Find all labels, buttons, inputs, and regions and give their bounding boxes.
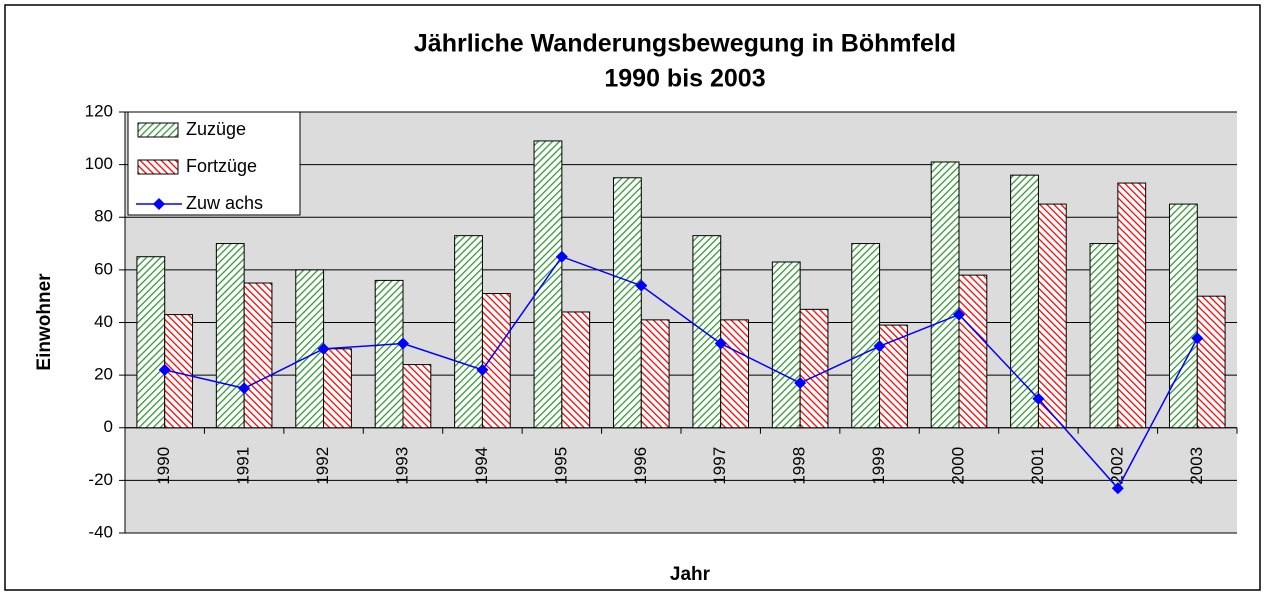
x-tick-label: 1990 — [154, 447, 173, 485]
bar — [1168, 203, 1198, 429]
line-marker — [953, 308, 965, 321]
x-tick-label: 2003 — [1187, 447, 1206, 485]
bar — [323, 348, 352, 429]
line-marker — [635, 279, 648, 292]
line-series — [164, 255, 1198, 490]
line-marker — [1191, 332, 1204, 345]
legend-marker — [153, 198, 165, 210]
x-tick-label: 2000 — [948, 447, 967, 485]
x-tick-label: 1995 — [551, 447, 570, 485]
x-tick-label: 2002 — [1107, 447, 1126, 485]
y-tick-label: 0 — [104, 417, 113, 436]
line-marker — [238, 382, 251, 395]
bar — [561, 311, 591, 429]
y-tick-label: 60 — [94, 259, 113, 278]
line-marker — [317, 342, 330, 355]
x-tick-label: 1998 — [790, 447, 809, 485]
bar — [454, 235, 483, 429]
bar — [481, 293, 511, 429]
x-tick-label: 1991 — [234, 447, 253, 485]
legend-swatch — [137, 159, 179, 175]
bar — [1010, 174, 1039, 429]
line-marker — [158, 363, 171, 376]
chart-title: Jährliche Wanderungsbewegung in Böhmfeld — [414, 30, 956, 58]
y-tick-label: 40 — [94, 312, 113, 331]
bar — [771, 261, 801, 429]
legend-swatch — [137, 122, 179, 138]
line-marker — [476, 363, 489, 376]
y-tick-label: 100 — [85, 154, 113, 173]
line-marker — [873, 340, 886, 353]
bar — [136, 256, 166, 429]
line-marker — [714, 337, 727, 350]
chart-subtitle: 1990 bis 2003 — [604, 65, 765, 93]
bar — [851, 243, 881, 429]
legend-label: Zuzüge — [186, 119, 246, 139]
y-tick-label: -40 — [88, 522, 113, 541]
line-marker — [397, 337, 409, 350]
bar — [958, 274, 988, 429]
bar — [243, 282, 273, 429]
bar — [402, 364, 432, 429]
x-tick-label: 1993 — [392, 447, 411, 485]
x-axis-label: Jahr — [670, 564, 711, 585]
x-tick-label: 1992 — [313, 447, 332, 485]
bar — [215, 243, 245, 429]
y-tick-label: 20 — [94, 365, 113, 384]
legend-label: Zuw achs — [186, 193, 263, 213]
legend-label: Fortzüge — [186, 156, 257, 176]
x-tick-label: 1994 — [472, 447, 491, 485]
bar — [374, 279, 404, 429]
x-tick-label: 1996 — [631, 447, 650, 485]
y-tick-label: 80 — [94, 207, 113, 226]
x-tick-label: 2001 — [1028, 447, 1047, 485]
x-tick-label: 1997 — [710, 447, 729, 485]
line-marker — [555, 250, 568, 263]
bar — [612, 177, 642, 429]
bar — [640, 319, 670, 429]
bar — [164, 314, 194, 429]
bar — [533, 140, 563, 429]
line-marker — [794, 377, 807, 390]
bar — [1196, 295, 1226, 429]
y-axis-label: Einwohner — [34, 273, 55, 371]
y-tick-label: 120 — [85, 101, 113, 120]
line-marker — [1111, 482, 1124, 495]
y-tick-label: -20 — [88, 470, 113, 489]
bar — [799, 308, 829, 429]
bar — [1089, 243, 1119, 429]
bar — [720, 319, 750, 429]
bar — [930, 161, 960, 429]
x-tick-label: 1999 — [869, 447, 888, 485]
bar — [1117, 182, 1147, 429]
line-marker — [1032, 392, 1045, 405]
bar — [692, 235, 722, 429]
bar — [879, 324, 908, 429]
bar — [1037, 203, 1067, 429]
